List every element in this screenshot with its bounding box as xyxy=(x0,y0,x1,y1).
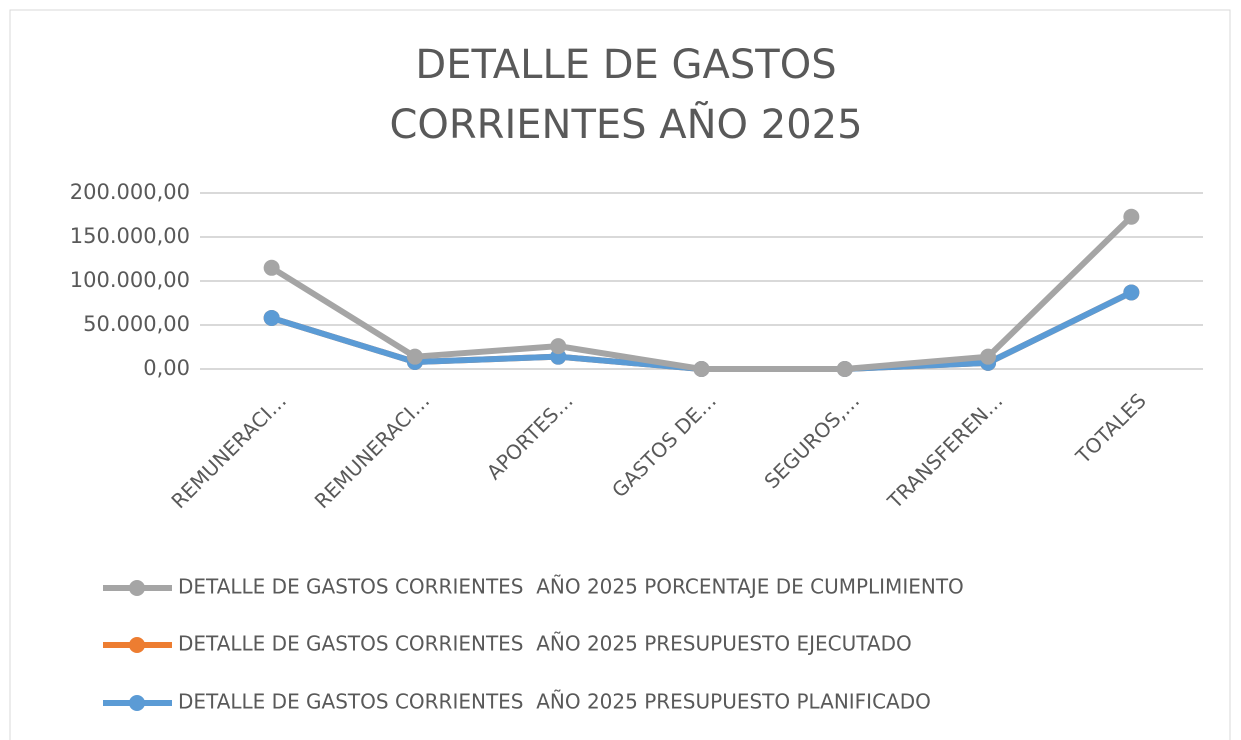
point xyxy=(836,361,853,377)
legend-label: DETALLE DE GASTOS CORRIENTES AÑO 2025 PR… xyxy=(178,632,912,656)
point xyxy=(980,348,997,365)
y-tick-label: 50.000,00 xyxy=(83,312,190,336)
point xyxy=(263,309,280,326)
legend-label: DETALLE DE GASTOS CORRIENTES AÑO 2025 PO… xyxy=(178,575,964,599)
point xyxy=(693,361,710,377)
point xyxy=(406,348,423,365)
legend-marker xyxy=(129,580,145,596)
chart-title: CORRIENTES AÑO 2025 xyxy=(389,100,862,148)
legend-marker xyxy=(129,695,145,711)
chart-frame xyxy=(9,9,1231,740)
point xyxy=(550,338,567,355)
chart-title: DETALLE DE GASTOS xyxy=(415,42,836,88)
y-tick-label: 0,00 xyxy=(143,356,190,380)
y-tick-label: 150.000,00 xyxy=(70,224,190,248)
legend-marker xyxy=(129,637,145,653)
y-tick-label: 200.000,00 xyxy=(70,180,190,204)
legend-label: DETALLE DE GASTOS CORRIENTES AÑO 2025 PR… xyxy=(178,690,931,714)
point xyxy=(263,259,280,276)
point xyxy=(1123,284,1140,301)
point xyxy=(1123,208,1140,225)
y-tick-label: 100.000,00 xyxy=(70,268,190,292)
